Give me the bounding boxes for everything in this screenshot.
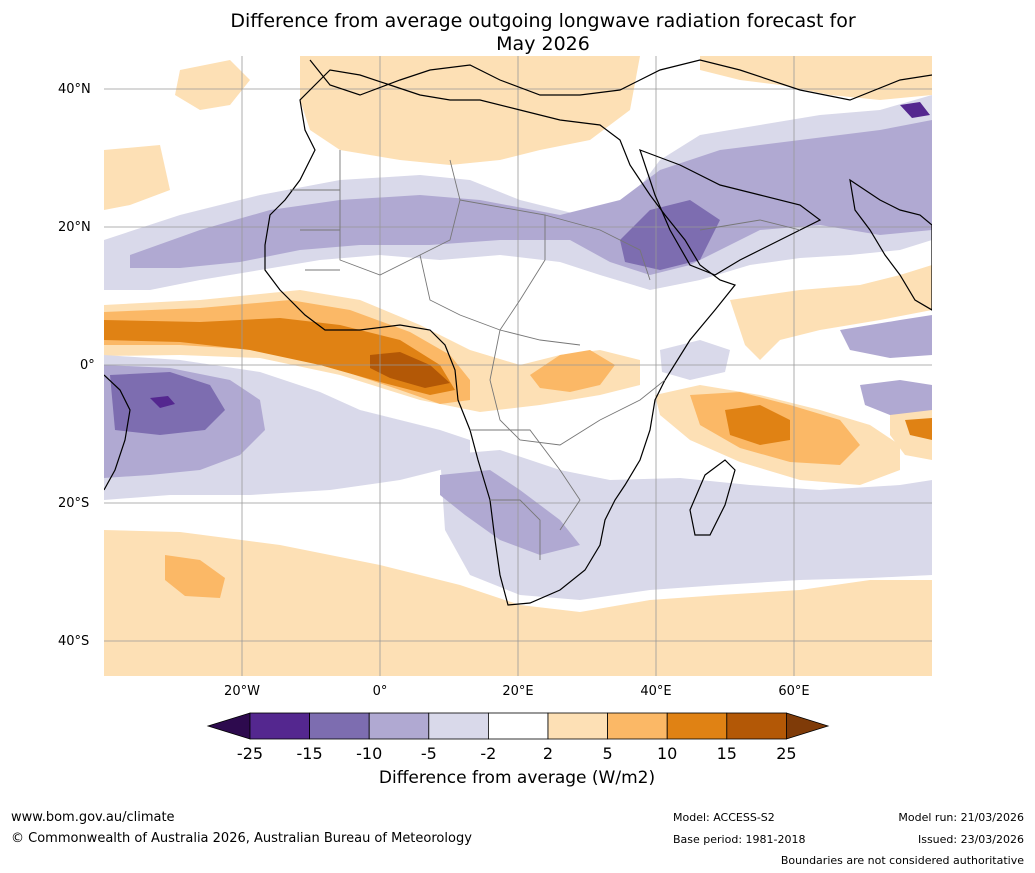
title-line-2: May 2026 [496, 33, 590, 55]
anomaly-east-indian-south-negative [860, 380, 932, 415]
anomaly-equatorial-band-strong [104, 318, 455, 395]
south-america-coastline [104, 374, 131, 491]
anomaly-gulf-of-guinea-very-strong [370, 352, 450, 388]
disclaimer-text: Boundaries are not considered authoritat… [780, 854, 1024, 867]
madagascar-coastline [689, 459, 736, 536]
africa-coastline [264, 69, 737, 606]
colorbar-bin [607, 712, 668, 740]
colorbar-tick: -15 [296, 744, 323, 763]
anomaly-northwest-positive [104, 145, 170, 210]
base-period: Base period: 1981-2018 [673, 833, 806, 846]
coastlines [104, 59, 932, 606]
colorbar-tick: -25 [236, 744, 264, 763]
colorbar-tick: 5 [602, 744, 613, 763]
europe-coastline [309, 59, 932, 101]
colorbar-bin [666, 712, 728, 740]
website-link[interactable]: www.bom.gov.au/climate [11, 810, 175, 825]
colorbar-tick: -10 [356, 744, 383, 763]
colorbar-bin [249, 712, 310, 740]
lon-label-40e: 40°E [640, 684, 672, 699]
lat-label-20s: 20°S [58, 496, 90, 511]
country-border [290, 189, 340, 271]
anomaly-southern-africa-moderate-negative [440, 470, 580, 555]
colorbar-bin [309, 712, 370, 740]
lat-label-40n: 40°N [58, 82, 91, 97]
anomaly-arabian-sea-positive [730, 265, 932, 360]
map-title: Difference from average outgoing longwav… [100, 10, 986, 56]
anomaly-great-lakes-moderate [530, 350, 615, 392]
lon-label-60e: 60°E [778, 684, 810, 699]
colorbar-tick: 25 [776, 744, 797, 763]
model-run-date: Model run: 21/03/2026 [898, 811, 1024, 824]
colorbar-tick: -5 [420, 744, 437, 763]
anomaly-east-indian-negative [840, 315, 932, 358]
colorbar-extend-high [786, 712, 830, 740]
colorbar-tick: 10 [657, 744, 678, 763]
anomaly-red-sea-strong-negative [620, 200, 720, 270]
colorbar-extend-low [206, 712, 251, 740]
anomaly-south-atlantic-extreme-negative [150, 396, 175, 408]
india-coastline [849, 178, 932, 311]
country-border [599, 379, 666, 421]
lat-label-40s: 40°S [58, 634, 90, 649]
lon-label-20e: 20°E [502, 684, 534, 699]
colorbar-bin [487, 712, 549, 740]
anomaly-southern-band-positive [104, 530, 932, 676]
anomaly-himalaya-extreme-negative [900, 102, 930, 118]
country-border [544, 214, 651, 281]
colorbar-title: Difference from average (W/m2) [378, 768, 656, 788]
country-border [699, 219, 801, 231]
country-border [470, 429, 581, 531]
anomaly-north-atlantic-positive [175, 60, 250, 110]
country-border [459, 199, 546, 331]
title-line-1: Difference from average outgoing longwav… [230, 10, 856, 32]
colorbar-bin [428, 712, 489, 740]
colorbar-bin [368, 712, 430, 740]
anomaly-sahel-moderate-negative [130, 120, 932, 275]
anomaly-southern-band-moderate [165, 555, 225, 598]
lon-label-0: 0° [372, 684, 388, 699]
lat-label-20n: 20°N [58, 220, 91, 235]
lon-label-20w: 20°W [224, 684, 260, 699]
colorbar-tick: 2 [542, 744, 554, 763]
anomaly-south-indian-strong [725, 405, 790, 445]
country-border [419, 254, 581, 346]
lat-label-equator: 0° [80, 358, 95, 373]
colorbar [206, 712, 830, 740]
colorbar-bin [547, 712, 608, 740]
colorbar-tick: -2 [480, 744, 497, 763]
graticule [104, 56, 932, 676]
issued-date: Issued: 23/03/2026 [917, 833, 1024, 846]
anomaly-east-indian-strong [905, 418, 932, 440]
colorbar-tick: 15 [716, 744, 737, 763]
colorbar-bin [726, 712, 787, 740]
anomaly-horn-africa-negative [660, 340, 730, 380]
arabia-coastline [639, 148, 822, 276]
model-name: Model: ACCESS-S2 [673, 811, 775, 824]
anomaly-southern-africa-negative [440, 450, 932, 600]
copyright-text: © Commonwealth of Australia 2026, Austra… [11, 831, 472, 846]
country-borders [290, 150, 801, 560]
country-border [490, 499, 541, 560]
